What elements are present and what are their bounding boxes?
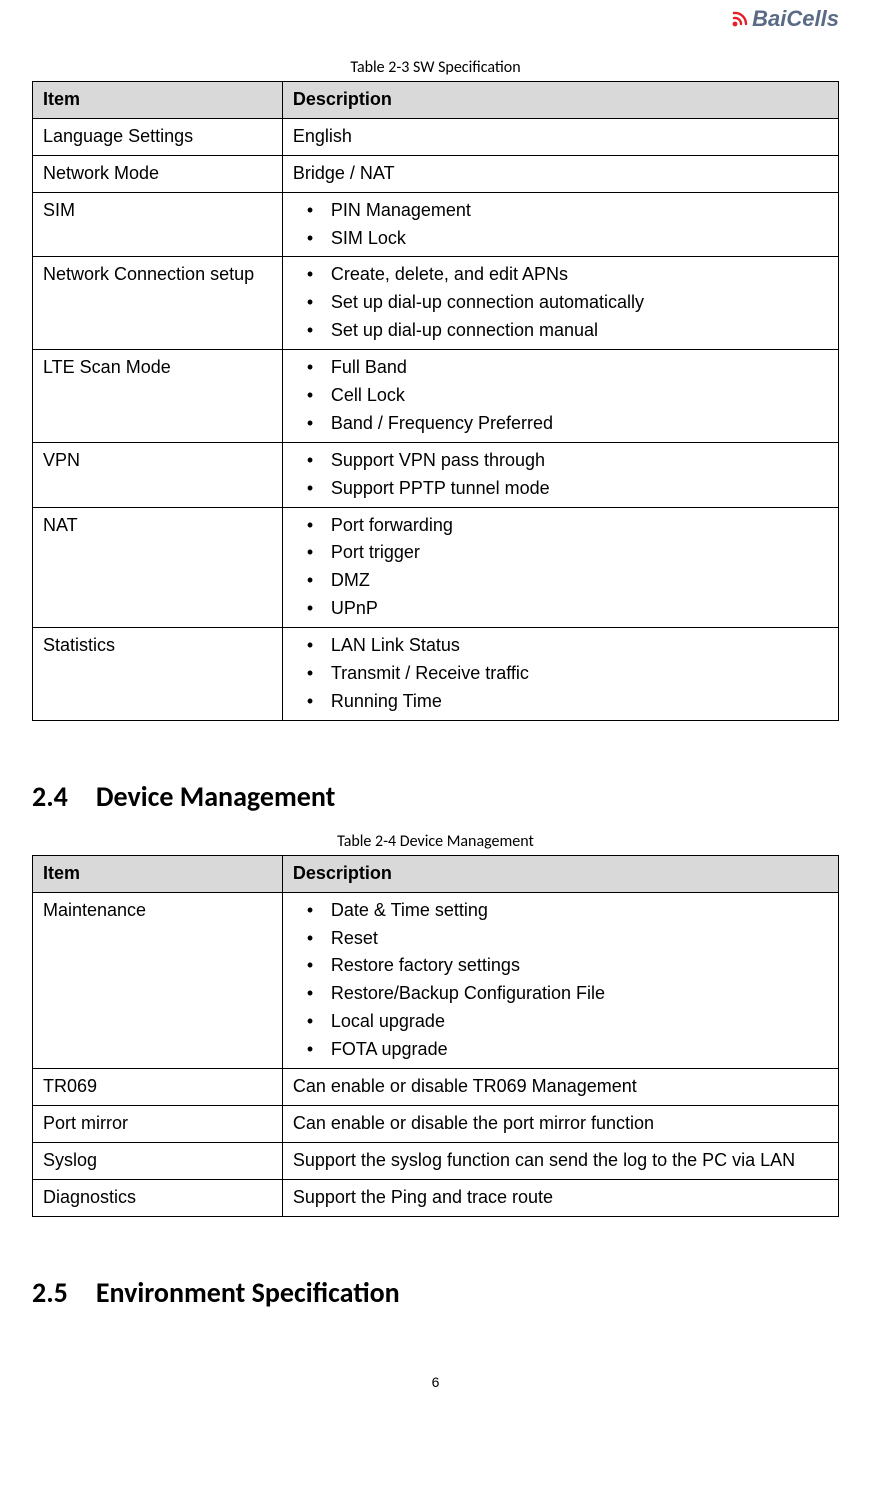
cell-description: Can enable or disable the port mirror fu…	[282, 1105, 838, 1142]
page-container: BaiCells Table 2-3 SW Specification Item…	[0, 0, 871, 1430]
table-header-row: Item Description	[33, 855, 839, 892]
cell-description: Can enable or disable TR069 Management	[282, 1069, 838, 1106]
table-row: SyslogSupport the syslog function can se…	[33, 1142, 839, 1179]
table-row: TR069Can enable or disable TR069 Managem…	[33, 1069, 839, 1106]
cell-item: Maintenance	[33, 892, 283, 1068]
list-item: Create, delete, and edit APNs	[293, 261, 830, 289]
list-item: Cell Lock	[293, 382, 830, 410]
table-row: MaintenanceDate & Time settingResetResto…	[33, 892, 839, 1068]
section-title: Environment Specification	[96, 1275, 400, 1310]
section-heading-2-4: 2.4 Device Management	[32, 779, 839, 814]
cell-item: Language Settings	[33, 118, 283, 155]
col-header-description: Description	[282, 855, 838, 892]
table-row: SIMPIN ManagementSIM Lock	[33, 192, 839, 257]
table-row: StatisticsLAN Link StatusTransmit / Rece…	[33, 628, 839, 721]
table-sw-specification: Item Description Language SettingsEnglis…	[32, 81, 839, 721]
cell-item: NAT	[33, 507, 283, 628]
cell-description: Bridge / NAT	[282, 155, 838, 192]
col-header-description: Description	[282, 82, 838, 119]
table-row: Language SettingsEnglish	[33, 118, 839, 155]
cell-description: Port forwardingPort triggerDMZUPnP	[282, 507, 838, 628]
list-item: Support VPN pass through	[293, 447, 830, 475]
list-item: Set up dial-up connection automatically	[293, 289, 830, 317]
cell-item: VPN	[33, 442, 283, 507]
list-item: Port forwarding	[293, 512, 830, 540]
list-item: Band / Frequency Preferred	[293, 410, 830, 438]
section-title: Device Management	[96, 779, 335, 814]
list-item: Reset	[293, 925, 830, 953]
cell-item: SIM	[33, 192, 283, 257]
bullet-list: Support VPN pass throughSupport PPTP tun…	[293, 447, 830, 503]
list-item: Running Time	[293, 688, 830, 716]
table2-caption: Table 2-4 Device Management	[32, 832, 839, 851]
table1-body: Language SettingsEnglishNetwork ModeBrid…	[33, 118, 839, 720]
cell-description: English	[282, 118, 838, 155]
col-header-item: Item	[33, 855, 283, 892]
brand-logo-text: BaiCells	[752, 6, 839, 32]
page-number: 6	[32, 1374, 839, 1390]
list-item: Restore/Backup Configuration File	[293, 980, 830, 1008]
list-item: LAN Link Status	[293, 632, 830, 660]
table-row: NATPort forwardingPort triggerDMZUPnP	[33, 507, 839, 628]
list-item: DMZ	[293, 567, 830, 595]
table-row: DiagnosticsSupport the Ping and trace ro…	[33, 1179, 839, 1216]
list-item: Transmit / Receive traffic	[293, 660, 830, 688]
wifi-icon	[729, 9, 749, 29]
list-item: Port trigger	[293, 539, 830, 567]
section-number: 2.4	[32, 779, 68, 814]
cell-item: TR069	[33, 1069, 283, 1106]
cell-description: Date & Time settingResetRestore factory …	[282, 892, 838, 1068]
brand-logo: BaiCells	[729, 6, 839, 32]
list-item: UPnP	[293, 595, 830, 623]
section-number: 2.5	[32, 1275, 68, 1310]
cell-description: Support the Ping and trace route	[282, 1179, 838, 1216]
cell-item: Syslog	[33, 1142, 283, 1179]
list-item: Set up dial-up connection manual	[293, 317, 830, 345]
cell-description: LAN Link StatusTransmit / Receive traffi…	[282, 628, 838, 721]
cell-description: Support VPN pass throughSupport PPTP tun…	[282, 442, 838, 507]
bullet-list: PIN ManagementSIM Lock	[293, 197, 830, 253]
table-row: VPNSupport VPN pass throughSupport PPTP …	[33, 442, 839, 507]
list-item: Local upgrade	[293, 1008, 830, 1036]
cell-description: Full BandCell LockBand / Frequency Prefe…	[282, 350, 838, 443]
table-row: LTE Scan ModeFull BandCell LockBand / Fr…	[33, 350, 839, 443]
cell-description: PIN ManagementSIM Lock	[282, 192, 838, 257]
list-item: Support PPTP tunnel mode	[293, 475, 830, 503]
table-header-row: Item Description	[33, 82, 839, 119]
table1-caption: Table 2-3 SW Specification	[32, 58, 839, 77]
table-row: Port mirrorCan enable or disable the por…	[33, 1105, 839, 1142]
cell-item: Network Mode	[33, 155, 283, 192]
cell-description: Support the syslog function can send the…	[282, 1142, 838, 1179]
bullet-list: Date & Time settingResetRestore factory …	[293, 897, 830, 1064]
cell-item: Statistics	[33, 628, 283, 721]
cell-item: Diagnostics	[33, 1179, 283, 1216]
list-item: Date & Time setting	[293, 897, 830, 925]
cell-item: Network Connection setup	[33, 257, 283, 350]
list-item: SIM Lock	[293, 225, 830, 253]
bullet-list: LAN Link StatusTransmit / Receive traffi…	[293, 632, 830, 716]
cell-item: Port mirror	[33, 1105, 283, 1142]
table-row: Network Connection setupCreate, delete, …	[33, 257, 839, 350]
bullet-list: Create, delete, and edit APNsSet up dial…	[293, 261, 830, 345]
cell-item: LTE Scan Mode	[33, 350, 283, 443]
list-item: FOTA upgrade	[293, 1036, 830, 1064]
list-item: PIN Management	[293, 197, 830, 225]
table-device-management: Item Description MaintenanceDate & Time …	[32, 855, 839, 1217]
list-item: Full Band	[293, 354, 830, 382]
bullet-list: Full BandCell LockBand / Frequency Prefe…	[293, 354, 830, 438]
table2-body: MaintenanceDate & Time settingResetResto…	[33, 892, 839, 1216]
list-item: Restore factory settings	[293, 952, 830, 980]
bullet-list: Port forwardingPort triggerDMZUPnP	[293, 512, 830, 624]
section-heading-2-5: 2.5 Environment Specification	[32, 1275, 839, 1310]
table-row: Network ModeBridge / NAT	[33, 155, 839, 192]
col-header-item: Item	[33, 82, 283, 119]
cell-description: Create, delete, and edit APNsSet up dial…	[282, 257, 838, 350]
